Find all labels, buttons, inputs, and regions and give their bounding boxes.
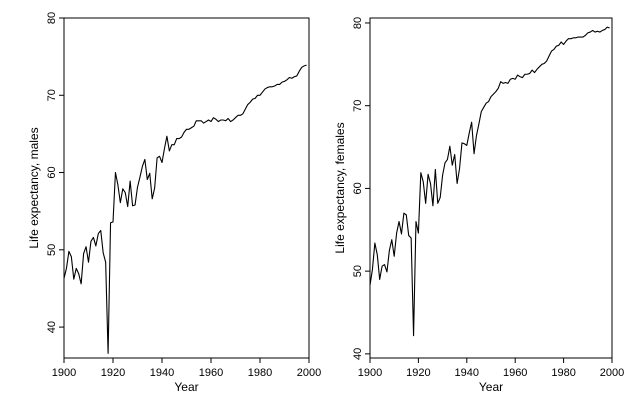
males-plot-frame bbox=[63, 17, 310, 359]
males-x-tick-label: 1940 bbox=[150, 367, 174, 379]
females-y-tick-label: 60 bbox=[352, 182, 364, 194]
females-x-tick-label: 1940 bbox=[455, 367, 479, 379]
males-x-tick-label: 2000 bbox=[297, 367, 321, 379]
males-y-tick-label: 80 bbox=[46, 12, 58, 24]
males-x-tick-label: 1920 bbox=[101, 367, 125, 379]
females-x-tick-label: 1960 bbox=[503, 367, 527, 379]
males-x-tick-label: 1980 bbox=[248, 367, 272, 379]
females-x-axis-title: Year bbox=[479, 380, 503, 394]
females-plot-frame bbox=[369, 17, 613, 359]
females-y-axis-title: Life expectancy, females bbox=[333, 122, 347, 253]
females-life-expectancy-line bbox=[369, 26, 610, 337]
chart-males: 40 50 60 70 80 1900 1920 1940 1960 1980 2000 Year Li… bbox=[27, 12, 321, 394]
males-x-tick-label: 1900 bbox=[52, 367, 76, 379]
males-x-tick-label: 1960 bbox=[199, 367, 223, 379]
males-y-tick-label: 40 bbox=[46, 321, 58, 333]
chart-females: 40 50 60 70 80 1900 1920 1940 1960 1980 2000 Year Li… bbox=[333, 17, 624, 394]
males-y-tick-label: 70 bbox=[46, 89, 58, 101]
females-x-tick-label: 1900 bbox=[358, 367, 382, 379]
males-life-expectancy-line bbox=[63, 64, 307, 354]
females-y-tick-label: 80 bbox=[352, 17, 364, 29]
females-x-tick-label: 1980 bbox=[551, 367, 575, 379]
females-x-tick-label: 2000 bbox=[600, 367, 624, 379]
males-y-axis-title: Life expectancy, males bbox=[27, 127, 41, 248]
females-x-tick-label: 1920 bbox=[406, 367, 430, 379]
males-x-axis-title: Year bbox=[174, 380, 198, 394]
males-y-tick-label: 60 bbox=[46, 166, 58, 178]
males-y-tick-label: 50 bbox=[46, 244, 58, 256]
females-y-tick-label: 70 bbox=[352, 100, 364, 112]
females-y-tick-label: 40 bbox=[352, 348, 364, 360]
females-y-tick-label: 50 bbox=[352, 265, 364, 277]
